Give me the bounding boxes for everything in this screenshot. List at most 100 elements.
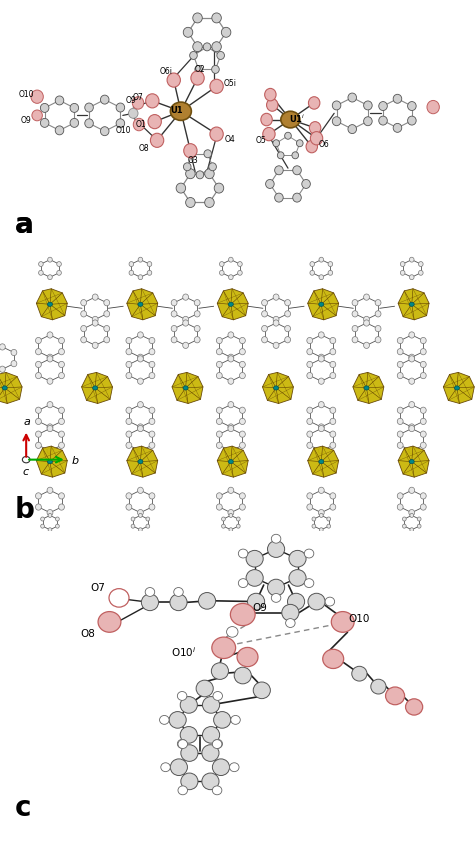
- Ellipse shape: [379, 102, 387, 111]
- Ellipse shape: [212, 740, 222, 749]
- Circle shape: [2, 387, 7, 391]
- Ellipse shape: [56, 517, 60, 522]
- Ellipse shape: [184, 144, 197, 159]
- Ellipse shape: [126, 408, 132, 414]
- Ellipse shape: [196, 680, 213, 697]
- Text: O5: O5: [256, 136, 266, 145]
- Text: O8: O8: [80, 628, 96, 638]
- Text: O7: O7: [90, 582, 105, 592]
- Ellipse shape: [138, 510, 143, 517]
- Ellipse shape: [47, 488, 53, 494]
- Ellipse shape: [126, 373, 132, 379]
- Text: O7: O7: [133, 93, 143, 102]
- Ellipse shape: [307, 362, 313, 368]
- Ellipse shape: [203, 44, 211, 51]
- Ellipse shape: [70, 119, 79, 128]
- Ellipse shape: [239, 408, 245, 414]
- Ellipse shape: [239, 431, 245, 438]
- Ellipse shape: [406, 699, 423, 715]
- Ellipse shape: [59, 349, 64, 355]
- Text: O6i: O6i: [160, 68, 173, 76]
- Ellipse shape: [418, 271, 423, 276]
- Ellipse shape: [57, 262, 61, 268]
- Polygon shape: [353, 373, 384, 404]
- Ellipse shape: [409, 356, 415, 363]
- Ellipse shape: [149, 442, 155, 449]
- Ellipse shape: [194, 338, 200, 344]
- Ellipse shape: [36, 408, 41, 414]
- Ellipse shape: [397, 373, 403, 379]
- Ellipse shape: [221, 517, 225, 522]
- Ellipse shape: [352, 311, 358, 317]
- Ellipse shape: [129, 271, 134, 276]
- Ellipse shape: [375, 326, 381, 333]
- Ellipse shape: [330, 362, 336, 368]
- Ellipse shape: [409, 275, 414, 280]
- Ellipse shape: [375, 338, 381, 344]
- Ellipse shape: [229, 528, 233, 532]
- Ellipse shape: [92, 343, 98, 349]
- Ellipse shape: [261, 114, 272, 127]
- Ellipse shape: [330, 338, 336, 344]
- Ellipse shape: [129, 262, 134, 268]
- Ellipse shape: [318, 356, 324, 363]
- Ellipse shape: [418, 262, 423, 268]
- Ellipse shape: [126, 349, 132, 355]
- Ellipse shape: [59, 431, 64, 438]
- Ellipse shape: [237, 524, 240, 528]
- Ellipse shape: [420, 419, 426, 425]
- Ellipse shape: [138, 356, 143, 363]
- Polygon shape: [262, 373, 293, 404]
- Ellipse shape: [302, 181, 310, 189]
- Ellipse shape: [170, 594, 187, 611]
- Polygon shape: [127, 289, 158, 321]
- Ellipse shape: [204, 150, 211, 159]
- Ellipse shape: [292, 153, 298, 160]
- Text: b: b: [14, 495, 34, 523]
- Ellipse shape: [402, 517, 406, 522]
- Ellipse shape: [149, 493, 155, 500]
- Ellipse shape: [228, 488, 234, 494]
- Ellipse shape: [109, 589, 129, 608]
- Ellipse shape: [169, 711, 186, 728]
- Ellipse shape: [217, 442, 222, 449]
- Ellipse shape: [364, 321, 369, 327]
- Ellipse shape: [202, 773, 219, 790]
- Ellipse shape: [92, 317, 98, 323]
- Ellipse shape: [271, 593, 281, 603]
- Ellipse shape: [138, 258, 143, 262]
- Ellipse shape: [212, 43, 221, 52]
- Ellipse shape: [397, 431, 403, 438]
- Ellipse shape: [116, 120, 125, 128]
- Ellipse shape: [98, 612, 121, 632]
- Ellipse shape: [397, 408, 403, 414]
- Ellipse shape: [285, 300, 290, 306]
- Ellipse shape: [36, 493, 41, 500]
- Ellipse shape: [39, 271, 43, 276]
- Circle shape: [22, 457, 30, 463]
- Ellipse shape: [285, 133, 291, 140]
- Ellipse shape: [228, 425, 234, 430]
- Ellipse shape: [217, 52, 225, 61]
- Ellipse shape: [0, 366, 5, 373]
- Ellipse shape: [181, 745, 198, 761]
- Polygon shape: [443, 373, 474, 404]
- Circle shape: [364, 387, 369, 391]
- Polygon shape: [307, 446, 338, 478]
- Ellipse shape: [304, 549, 314, 559]
- Ellipse shape: [205, 170, 214, 180]
- Ellipse shape: [126, 493, 132, 500]
- Ellipse shape: [409, 510, 415, 517]
- Ellipse shape: [59, 362, 64, 368]
- Ellipse shape: [364, 295, 369, 300]
- Ellipse shape: [81, 311, 87, 317]
- Polygon shape: [0, 373, 22, 404]
- Polygon shape: [398, 289, 429, 321]
- Ellipse shape: [180, 727, 198, 744]
- Ellipse shape: [409, 402, 415, 408]
- Ellipse shape: [171, 300, 177, 306]
- Ellipse shape: [126, 431, 132, 438]
- Ellipse shape: [36, 505, 41, 511]
- Ellipse shape: [100, 96, 109, 105]
- Ellipse shape: [375, 311, 381, 317]
